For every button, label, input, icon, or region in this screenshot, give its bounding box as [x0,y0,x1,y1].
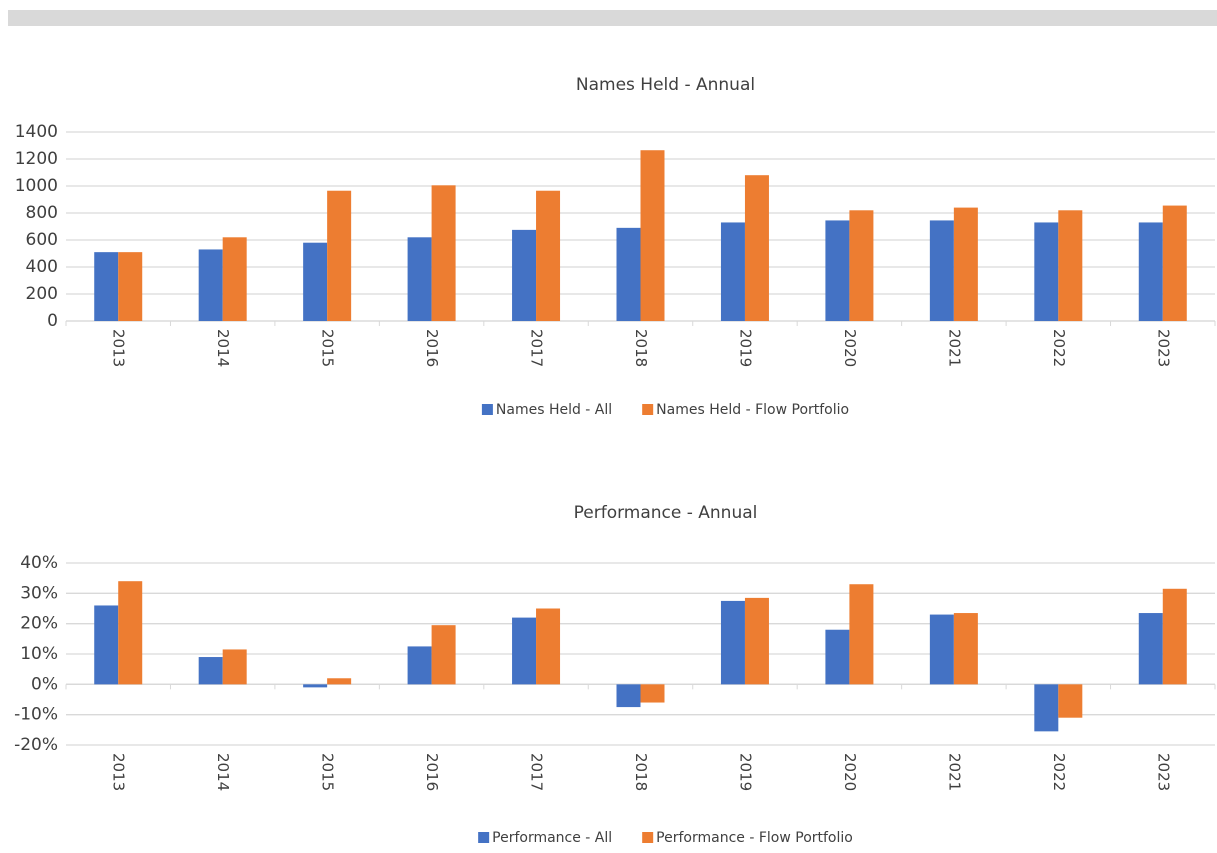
x-tick-label: 2021 [945,753,963,791]
bar [849,210,874,321]
bar [118,581,143,685]
bar [536,190,561,321]
bar [825,220,850,321]
legend-swatch [481,404,493,415]
x-tick-label: 2017 [528,329,546,367]
x-tick-label: 2020 [841,753,859,791]
bar [616,227,641,321]
x-tick-label: 2016 [423,329,441,367]
legend-label: Performance - All [492,830,612,846]
bar [744,175,769,321]
bar [118,252,143,321]
bar [303,242,328,321]
x-tick-label: 2022 [1050,329,1068,367]
legend-label: Names Held - All [496,402,612,418]
y-tick-label: 400 [26,257,58,277]
bar [616,684,641,708]
bar [407,237,432,321]
y-tick-label: 200 [26,284,58,304]
x-tick-label: 2021 [945,329,963,367]
bar [825,629,850,685]
bar [407,646,432,685]
bar [1162,588,1187,685]
legend-label: Performance - Flow Portfolio [656,830,853,846]
y-tick-label: 600 [26,230,58,250]
bar [1058,210,1083,321]
x-tick-label: 2019 [736,329,754,367]
x-tick-label: 2014 [214,329,232,367]
legend-swatch [642,832,654,843]
x-tick-label: 2015 [319,329,337,367]
bar [536,608,561,685]
x-tick-label: 2013 [110,753,128,791]
bar [222,649,247,685]
bar [929,220,954,321]
y-tick-label: 0 [47,311,58,331]
x-tick-label: 2015 [319,753,337,791]
bar [1138,222,1163,321]
y-tick-label: 0% [31,674,58,694]
bar [303,684,328,688]
y-tick-label: 10% [20,644,58,664]
x-tick-label: 2018 [632,329,650,367]
legend-swatch [642,404,654,415]
bar [327,678,352,685]
x-tick-label: 2023 [1154,329,1172,367]
x-tick-label: 2013 [110,329,128,367]
y-tick-label: -10% [14,705,58,725]
bar [512,229,537,321]
x-tick-label: 2016 [423,753,441,791]
x-tick-label: 2018 [632,753,650,791]
y-tick-label: 800 [26,203,58,223]
chart-title: Names Held - Annual [576,75,755,95]
bar [198,249,223,321]
bar [953,207,978,321]
y-tick-label: 30% [20,583,58,603]
y-tick-label: 40% [20,553,58,573]
bar [512,617,537,685]
bar [929,614,954,685]
bar [640,150,665,321]
x-tick-label: 2019 [736,753,754,791]
x-tick-label: 2023 [1154,753,1172,791]
x-tick-label: 2014 [214,753,232,791]
bar [198,657,223,685]
bar [431,625,456,685]
x-tick-label: 2022 [1050,753,1068,791]
bar [720,222,745,321]
x-tick-label: 2020 [841,329,859,367]
bar [327,190,352,321]
bar [849,584,874,685]
bar [1034,222,1059,321]
bar [640,684,665,703]
bar [1138,613,1163,685]
bar [431,185,456,321]
y-tick-label: 1400 [15,122,58,142]
y-tick-label: -20% [14,735,58,755]
legend-swatch [478,832,490,843]
bar [1162,205,1187,321]
bar [720,600,745,685]
y-tick-label: 20% [20,614,58,634]
bar [744,597,769,685]
bar [1034,684,1059,732]
bar [94,605,119,685]
chart-title: Performance - Annual [574,503,758,523]
bar [94,252,119,321]
bar [222,237,247,321]
bar [953,613,978,685]
legend-label: Names Held - Flow Portfolio [656,402,849,418]
y-tick-label: 1000 [15,176,58,196]
y-tick-label: 1200 [15,149,58,169]
header-bar [8,10,1217,26]
bar [1058,684,1083,718]
x-tick-label: 2017 [528,753,546,791]
